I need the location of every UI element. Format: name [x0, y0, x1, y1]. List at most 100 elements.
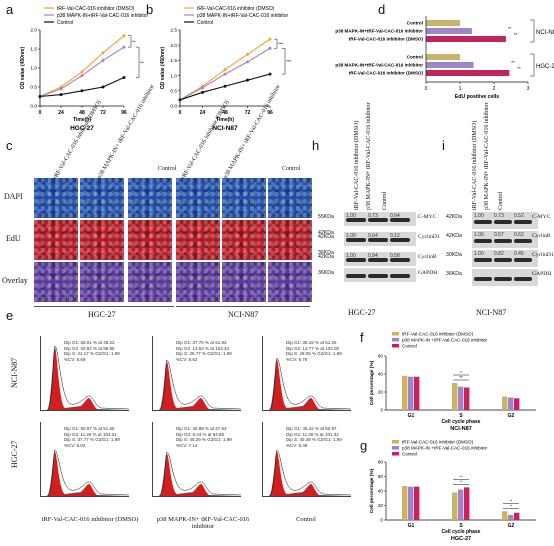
blot-band — [514, 219, 532, 224]
blot-value: 0.64 — [390, 213, 400, 219]
series-point-1 — [246, 60, 249, 64]
series-point-1 — [101, 58, 105, 62]
y-axis-label: Cell percentage (%) — [369, 360, 375, 405]
blot-value: 0.82 — [494, 251, 504, 257]
blot-band — [368, 274, 388, 278]
chart-title: NCI-N87 — [450, 426, 471, 432]
i-cell-label: NCI-N87 — [476, 308, 507, 317]
series-point-2 — [268, 72, 272, 76]
c-underline-1 — [34, 306, 174, 307]
d-sig: ** — [511, 60, 515, 65]
series-point-0 — [101, 51, 105, 55]
d-bar — [426, 20, 460, 26]
flow-histogram — [262, 336, 351, 411]
c-group-hgc27: HGC-27 — [88, 310, 116, 319]
blot-value: 0.12 — [390, 233, 400, 239]
blot-value: 1.00 — [474, 232, 484, 238]
micrograph-edu — [268, 220, 312, 260]
blot-value: 0.94 — [368, 253, 378, 259]
y-tick-label: 0.5 — [170, 89, 177, 95]
legend-label-0: tRF-Val-CAC-016 inhibitor (DMSO) — [402, 332, 474, 337]
chart-b-growth-ncin87: tRF-Val-CAC-016 inhibitor (DMSO)p38 MAPK… — [160, 6, 292, 132]
blot-value: 1.00 — [474, 251, 484, 257]
g1-peak — [269, 360, 351, 410]
d-x-tick-label: 1 — [459, 86, 462, 92]
x-tick-label: 72 — [100, 110, 106, 116]
blot-value: 0.57 — [494, 232, 504, 238]
sig-label: ** — [140, 60, 144, 65]
chart-f-cellcycle-ncin87: tRF-Val-CAC-016 inhibitor (DMSO)p38 MAPK… — [369, 332, 536, 432]
histogram-outline — [158, 451, 241, 496]
legend-label-0: tRF-Val-CAC-016 inhibitor (DMSO) — [197, 6, 275, 12]
flow-stat: Dip G2: 8.43 % at 94.85 — [176, 431, 225, 437]
chart-title: HGC-27 — [70, 125, 94, 132]
flow-stat: %CV: 5.69 — [64, 356, 86, 362]
y-tick-label: 60 — [378, 354, 384, 359]
series-point-2 — [80, 89, 84, 93]
blot-protein-label: CyclinD1 — [418, 234, 440, 240]
bar — [514, 398, 520, 410]
x-tick-label: 0 — [179, 110, 182, 116]
panel-d-label: d — [378, 2, 386, 17]
micrograph-dapi — [34, 178, 78, 218]
series-point-2 — [101, 85, 105, 89]
blot-band — [390, 274, 410, 278]
flow-histogram — [40, 422, 129, 497]
legend-label-2: Control — [57, 20, 73, 26]
d-group-label: NCI-N87 — [536, 30, 554, 36]
x-tick-label: G2 — [508, 413, 515, 419]
blot-band — [494, 219, 512, 224]
y-axis-label: OD value (450nm) — [20, 47, 26, 90]
x-tick-label: 48 — [79, 110, 85, 116]
series-point-1 — [59, 87, 63, 91]
blot-kda-label: 36KDa — [318, 250, 334, 256]
bar — [452, 492, 458, 520]
bar — [514, 512, 520, 520]
series-line-2 — [39, 76, 125, 98]
flow-stat: Dip S: 28.05 % G2/G1: 1.99 — [286, 351, 342, 356]
flow-histogram — [40, 336, 129, 411]
x-tick-label: 0 — [39, 110, 42, 116]
legend-label-2: Control — [197, 20, 213, 26]
y-tick-label: 0 — [380, 518, 383, 523]
x-tick-label: S — [459, 413, 463, 419]
micrograph-overlay — [34, 262, 78, 302]
c-row-edu: EdU — [6, 234, 21, 243]
flow-stat: Dip G1: 37.70 % at 51.93 — [176, 340, 227, 345]
y-tick-label: 0.5 — [30, 85, 37, 91]
x-axis-label: Cell cycle phase — [442, 419, 481, 425]
flow-histogram-plot — [46, 449, 129, 496]
panel-b-label: b — [146, 2, 154, 17]
blot-band — [346, 258, 366, 262]
blot-value: 0.52 — [514, 213, 524, 219]
flow-stat: Dip G2: 20.82 % at 95.95 — [64, 345, 115, 351]
y-tick-label: 1.5 — [170, 58, 177, 64]
bar — [458, 386, 464, 410]
sig-label: * — [510, 503, 512, 508]
y-tick-label: 1.5 — [30, 47, 37, 53]
h-col-3: Control — [382, 191, 388, 210]
bar — [508, 397, 514, 410]
blot-band — [474, 238, 492, 243]
bar — [414, 486, 420, 520]
panel-i-western: tRF-Val-CAC-016 inhibitor (DMSO) p38 MAP… — [442, 102, 554, 318]
micrograph-overlay — [176, 262, 220, 302]
sig-label: *** — [278, 42, 284, 47]
c-row-dapi: DAPI — [4, 192, 23, 201]
blot-protein-label: CyclinB — [532, 233, 551, 239]
blot-value: 0.73 — [494, 213, 504, 219]
blot-value: 0.45 — [514, 251, 524, 257]
sig-label: *** — [286, 59, 292, 64]
d-x-axis-label: EdU positive cells — [455, 94, 500, 100]
histogram-outline — [268, 449, 351, 496]
blot-value: 1.00 — [346, 253, 356, 259]
flow-stat: %CV: 7.14 — [176, 442, 198, 448]
blot-protein-label: GAPDH — [532, 271, 552, 277]
x-tick-label: 72 — [245, 110, 251, 116]
g1-peak — [269, 452, 351, 496]
d-bar — [426, 36, 506, 42]
blot-band — [390, 258, 410, 262]
y-tick-label: 0.0 — [30, 104, 37, 110]
i-col-1: tRF-Val-CAC-016 inhibitor (DMSO) — [472, 120, 478, 210]
flow-histogram — [152, 336, 241, 411]
